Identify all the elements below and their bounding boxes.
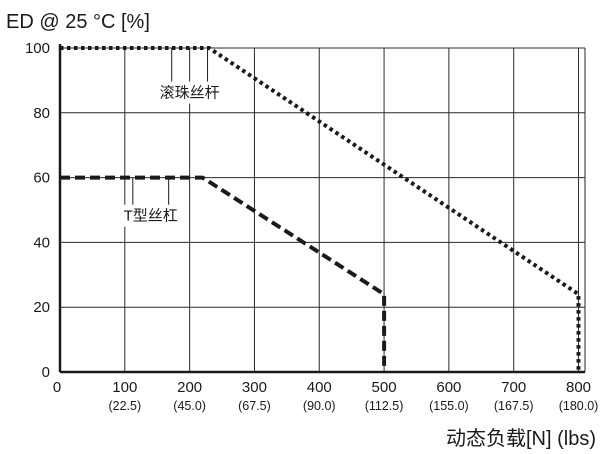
y-tick-label: 0 (42, 364, 50, 381)
x-tick-sublabel: (180.0) (559, 399, 599, 413)
x-tick-sublabel: (45.0) (173, 399, 206, 413)
x-tick-label: 400 (307, 379, 332, 396)
x-tick-label: 200 (177, 379, 202, 396)
x-tick-label: 100 (112, 379, 137, 396)
y-axis-label: ED @ 25 °C [%] (6, 11, 150, 33)
axes (58, 44, 585, 374)
x-tick-sublabel: (67.5) (238, 399, 271, 413)
series-line-2 (60, 175, 387, 372)
y-tick-labels: 0 20 40 60 80 100 (25, 40, 50, 381)
y-tick-label: 20 (33, 299, 50, 316)
x-tick-sublabel: (167.5) (494, 399, 534, 413)
y-tick-label: 100 (25, 40, 50, 57)
x-axis-label: 动态负载[N] (lbs) (446, 427, 596, 450)
series-labels: 滚珠丝杆 T型丝杠 (116, 48, 224, 227)
series-label-2: T型丝杠 (124, 208, 178, 225)
y-tick-label: 60 (33, 170, 50, 187)
x-tick-label: 0 (53, 379, 61, 396)
x-tick-label: 300 (242, 379, 267, 396)
y-tick-label: 40 (33, 234, 50, 251)
series-label-1: 滚珠丝杆 (160, 85, 220, 102)
x-tick-sublabel: (112.5) (365, 399, 404, 413)
x-tick-label: 800 (566, 379, 591, 396)
x-tick-sublabel: (22.5) (108, 399, 141, 413)
x-tick-sublabel: (155.0) (429, 399, 469, 413)
x-tick-label: 600 (436, 379, 461, 396)
series-line-1 (60, 46, 581, 372)
series-label-bg (116, 204, 185, 227)
series-lines (60, 46, 581, 372)
x-tick-label: 500 (372, 379, 397, 396)
x-tick-sublabel: (90.0) (303, 399, 336, 413)
x-tick-label: 700 (501, 379, 526, 396)
series-label-bg (155, 81, 224, 104)
y-tick-label: 80 (33, 105, 50, 122)
x-tick-labels: 0 100 (22.5) 200 (45.0) 300 (67.5) 400 (90.0) 500… (53, 379, 598, 413)
